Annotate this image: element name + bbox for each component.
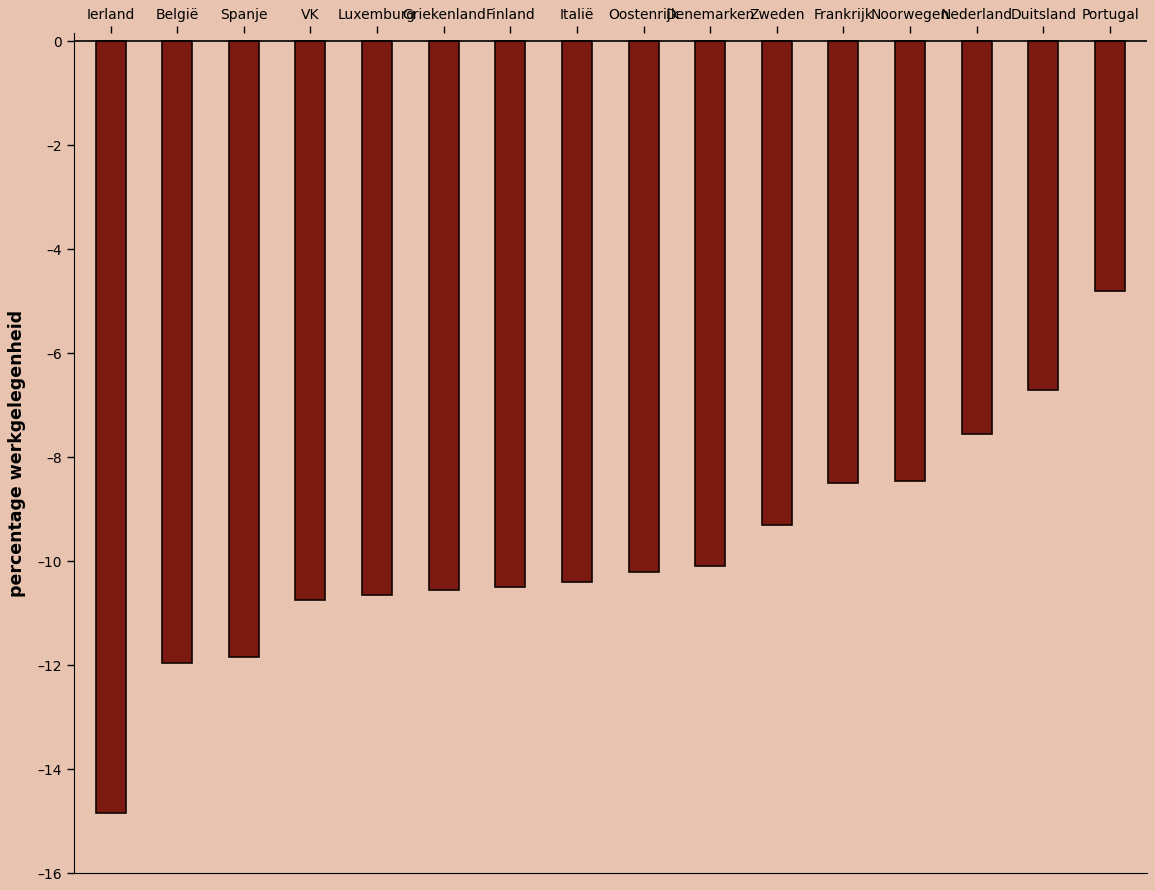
- Bar: [762, 41, 792, 525]
- Bar: [362, 41, 392, 595]
- Bar: [1095, 41, 1125, 291]
- Bar: [1028, 41, 1058, 390]
- Bar: [562, 41, 593, 582]
- Bar: [162, 41, 192, 662]
- Bar: [229, 41, 259, 658]
- Bar: [962, 41, 992, 433]
- Bar: [296, 41, 326, 600]
- Bar: [96, 41, 126, 813]
- Bar: [828, 41, 858, 483]
- Bar: [628, 41, 658, 571]
- Bar: [495, 41, 526, 587]
- Y-axis label: percentage werkgelegenheid: percentage werkgelegenheid: [8, 310, 27, 597]
- Bar: [429, 41, 459, 590]
- Bar: [895, 41, 925, 481]
- Bar: [695, 41, 725, 566]
